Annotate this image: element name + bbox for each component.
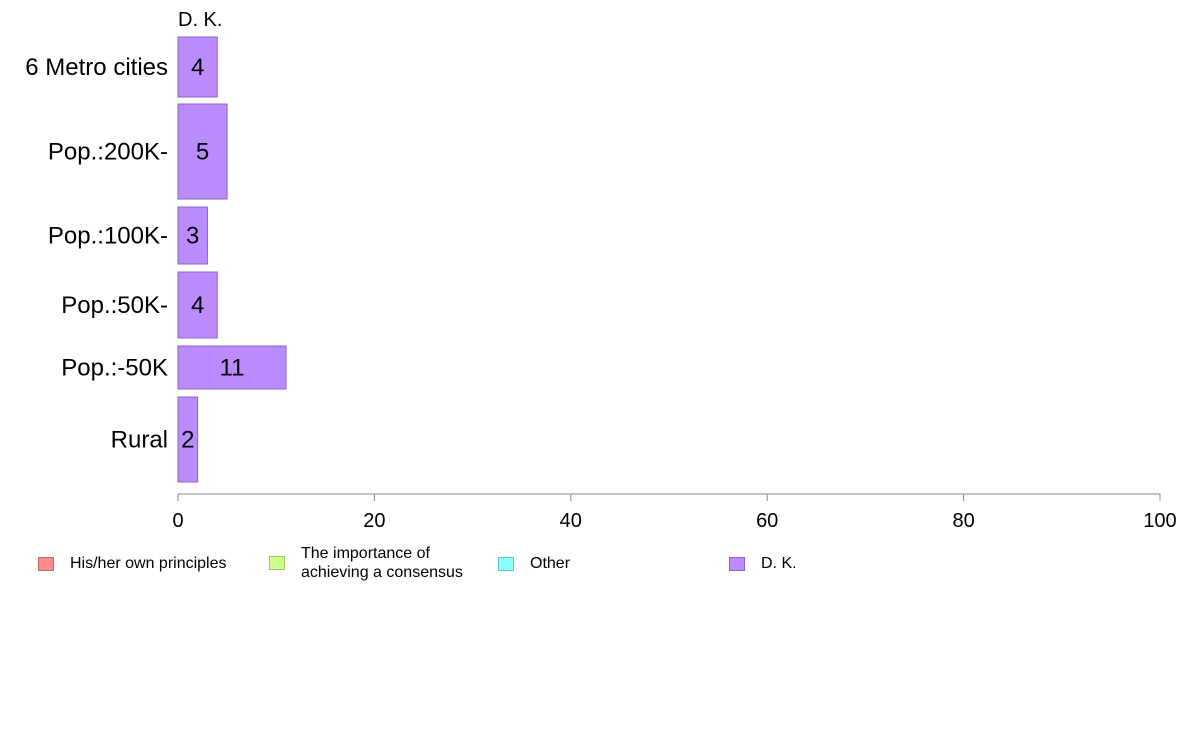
category-label: Pop.:200K- — [48, 139, 168, 166]
x-tick-label: 0 — [172, 510, 183, 532]
bar-chart: D. K. 6 Metro cities 4 Pop.:200K- 5 Pop.:100… — [25, 9, 1176, 532]
x-tick-label: 60 — [756, 510, 778, 532]
data-label: 4 — [191, 292, 204, 319]
bar-segment — [177, 36, 218, 98]
bar-segment — [177, 345, 287, 390]
legend-item: D. K. — [729, 554, 797, 573]
category-label: 6 Metro cities — [25, 54, 168, 81]
data-label: 4 — [191, 54, 204, 81]
x-tick-label: 20 — [363, 510, 385, 532]
data-label: 2 — [181, 427, 194, 454]
data-label: 11 — [220, 355, 245, 382]
legend-swatch — [498, 556, 514, 571]
legend-label: D. K. — [761, 554, 797, 573]
legend-label: His/her own principles — [70, 554, 227, 573]
data-label: 5 — [196, 139, 209, 166]
bar-segment — [177, 396, 199, 483]
legend-item: His/her own principles — [38, 554, 227, 573]
legend-swatch — [269, 556, 285, 570]
legend-label: Other — [530, 554, 570, 573]
legend-label-line: D. K. — [761, 555, 797, 572]
category-label: Pop.:100K- — [48, 223, 168, 250]
x-tick-label: 100 — [1143, 510, 1176, 532]
bar-segment — [177, 206, 208, 265]
legend-item: The importance of achieving a consensus — [269, 544, 463, 582]
legend-item: Other — [498, 554, 570, 573]
panel-title: D. K. — [178, 9, 222, 31]
legend-swatch — [38, 556, 54, 571]
x-tick-label: 80 — [952, 510, 974, 532]
legend: His/her own principles The importance of a… — [0, 544, 1188, 588]
legend-label-line: Other — [530, 555, 571, 572]
legend-label: The importance of achieving a consensus — [301, 544, 463, 582]
x-tick-label: 40 — [560, 510, 582, 532]
legend-label-line: The importance of — [301, 545, 430, 562]
legend-label-line: achieving a consensus — [301, 564, 463, 581]
legend-swatch — [729, 556, 745, 571]
legend-label-line: His/her own principles — [70, 555, 227, 572]
bar-segment — [177, 103, 228, 200]
category-label: Pop.:-50K — [61, 355, 168, 382]
category-label: Rural — [111, 427, 168, 454]
data-label: 3 — [186, 223, 199, 250]
bar-segment — [177, 271, 218, 339]
category-label: Pop.:50K- — [61, 292, 168, 319]
